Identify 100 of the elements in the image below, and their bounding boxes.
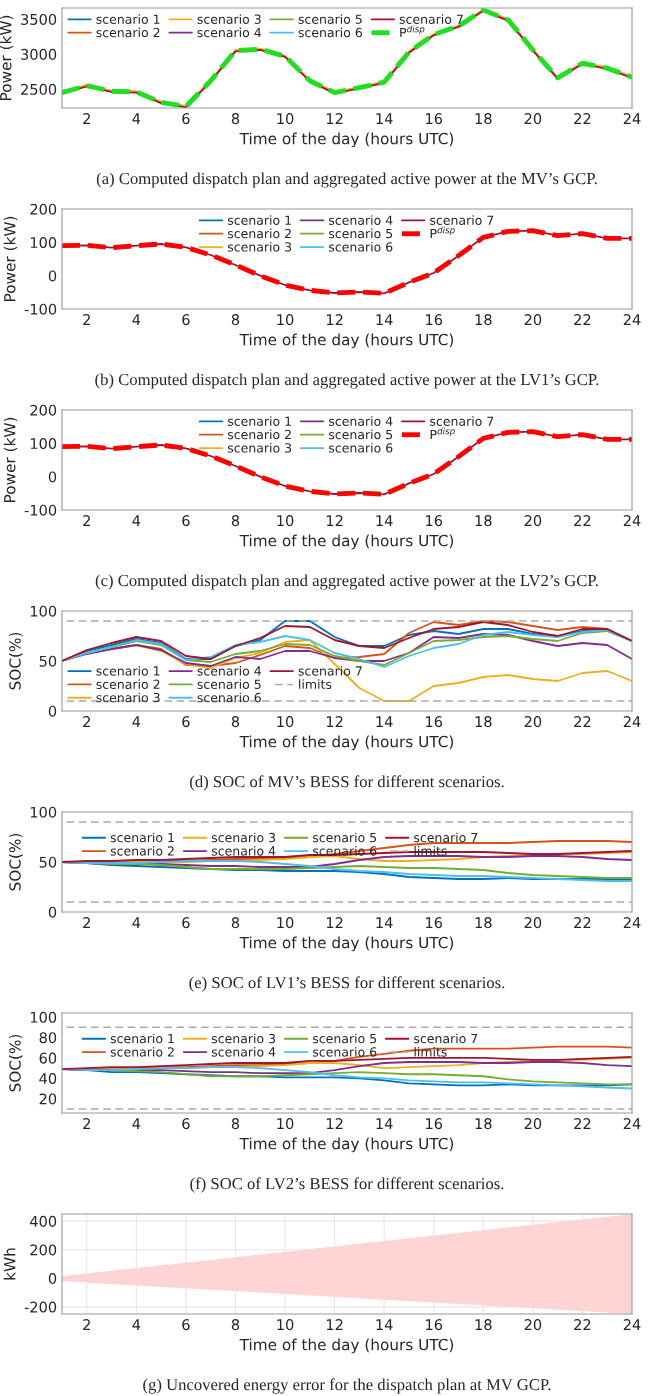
x-tick-label: 18	[475, 1118, 492, 1130]
text: (a) Computed dispatch plan and aggregated active power at the MV’s GCP.	[96, 172, 597, 188]
y-tick-label: 200	[30, 404, 57, 416]
legend-label: scenario 1	[96, 14, 160, 24]
x-tick-label: 18	[475, 716, 492, 728]
x-tick-label: 22	[574, 113, 591, 124]
x-tick-label: 22	[574, 917, 591, 928]
legend-label: scenario 5	[312, 1033, 377, 1044]
y-tick-label: 20	[39, 1093, 57, 1105]
x-tick-label: 10	[277, 1118, 294, 1130]
legend-label: scenario 3	[227, 241, 292, 252]
legend-label: scenario 5	[329, 429, 393, 440]
legend-label: scenario 4	[329, 416, 393, 426]
x-tick-label: 12	[326, 1118, 343, 1129]
legend-label: scenario 1	[227, 215, 291, 225]
legend-label: scenario 5	[329, 228, 393, 239]
x-tick-label: 22	[574, 716, 591, 727]
legend-label: scenario 4	[329, 215, 393, 225]
legend-label: scenario 1	[110, 832, 174, 843]
x-tick-label: 8	[231, 716, 240, 728]
legend-label: scenario 1	[227, 416, 291, 426]
x-tick-label: 10	[277, 1319, 294, 1331]
x-tick-label: 24	[623, 314, 641, 325]
x-tick-label: 8	[231, 1118, 240, 1130]
y-axis-title: kWh	[3, 1248, 16, 1280]
legend-label: scenario 7	[414, 832, 478, 843]
x-tick-label: 24	[623, 113, 641, 124]
x-tick-label: 12	[326, 314, 343, 325]
legend-label: scenario 5	[312, 832, 377, 843]
y-tick-label: 3000	[21, 48, 57, 60]
x-axis-title: Time of the day (hours UTC)	[239, 735, 454, 751]
y-tick-label: 200	[30, 1244, 57, 1256]
x-tick-label: 20	[524, 113, 542, 125]
x-tick-label: 2	[83, 716, 90, 727]
legend-label: scenario 1	[96, 665, 160, 676]
x-tick-label: 14	[376, 515, 393, 526]
legend-label: scenario 2	[110, 845, 174, 856]
x-tick-label: 2	[83, 1319, 90, 1330]
x-tick-label: 24	[623, 1319, 641, 1330]
x-tick-label: 24	[623, 515, 641, 526]
y-tick-label: -200	[24, 1301, 57, 1313]
y-tick-label: 50	[39, 856, 57, 868]
x-tick-label: 22	[574, 1319, 591, 1330]
x-tick-label: 2	[83, 1118, 90, 1129]
legend-label: scenario 6	[329, 442, 393, 453]
legend-label: scenario 5	[298, 14, 362, 24]
y-tick-label: 3500	[21, 13, 57, 25]
x-tick-label: 16	[426, 1118, 443, 1130]
x-tick-label: 6	[182, 716, 190, 728]
y-tick-label: -100	[24, 303, 57, 315]
x-tick-label: 12	[326, 515, 343, 526]
legend-label: scenario 2	[110, 1046, 174, 1057]
x-tick-label: 12	[326, 917, 343, 928]
y-tick-label: 0	[48, 906, 57, 918]
y-tick-label: 100	[30, 438, 57, 450]
legend-label: scenario 2	[96, 27, 160, 38]
x-tick-label: 6	[182, 113, 190, 125]
x-tick-label: 8	[231, 1319, 240, 1331]
x-tick-label: 2	[83, 113, 90, 124]
legend-label: scenario 4	[211, 1046, 276, 1057]
x-tick-label: 12	[326, 113, 343, 124]
x-tick-label: 8	[231, 515, 240, 527]
y-axis-title: SOC(%)	[8, 833, 23, 891]
legend-label: P$^{disp}$	[430, 427, 455, 440]
text: (g) Uncovered energy error for the dispatch plan at MV GCP.	[143, 1378, 551, 1394]
x-tick-label: 14	[376, 1319, 393, 1330]
x-axis-title: Time of the day (hours UTC)	[239, 936, 454, 952]
legend-label: scenario 4	[211, 845, 276, 856]
legend-label: scenario 4	[197, 27, 261, 38]
text: (f) SOC of LV2’s BESS for different scenarios.	[190, 1177, 504, 1193]
x-tick-label: 10	[277, 113, 294, 125]
text: (b) Computed dispatch plan and aggregated active power at the LV1’s GCP.	[95, 373, 599, 389]
x-tick-label: 16	[426, 113, 443, 125]
x-tick-label: 10	[277, 515, 294, 527]
legend-label: scenario 7	[399, 14, 463, 24]
y-tick-label: 50	[39, 655, 57, 667]
y-tick-label: 0	[48, 471, 57, 483]
legend-label: scenario 7	[430, 215, 494, 225]
x-tick-label: 10	[277, 314, 294, 326]
x-tick-label: 4	[132, 917, 141, 928]
x-tick-label: 20	[524, 515, 542, 527]
text: (e) SOC of LV1’s BESS for different scenarios.	[189, 976, 505, 992]
legend-label: scenario 2	[96, 679, 160, 689]
x-tick-label: 8	[231, 314, 240, 326]
x-tick-label: 6	[182, 1319, 190, 1331]
y-tick-label: 60	[39, 1052, 57, 1064]
x-axis-title: Time of the day (hours UTC)	[239, 1137, 454, 1153]
y-tick-label: 100	[30, 237, 57, 249]
x-tick-label: 4	[132, 1319, 141, 1330]
x-tick-label: 24	[623, 1118, 641, 1129]
x-tick-label: 2	[83, 515, 90, 526]
x-tick-label: 18	[475, 917, 492, 929]
x-tick-label: 4	[132, 314, 141, 325]
x-tick-label: 10	[277, 716, 294, 728]
x-tick-label: 14	[376, 1118, 393, 1129]
x-tick-label: 24	[623, 716, 641, 727]
x-tick-label: 4	[132, 1118, 141, 1129]
x-tick-label: 22	[574, 515, 591, 526]
x-tick-label: 4	[132, 515, 141, 526]
x-tick-label: 6	[182, 515, 190, 527]
